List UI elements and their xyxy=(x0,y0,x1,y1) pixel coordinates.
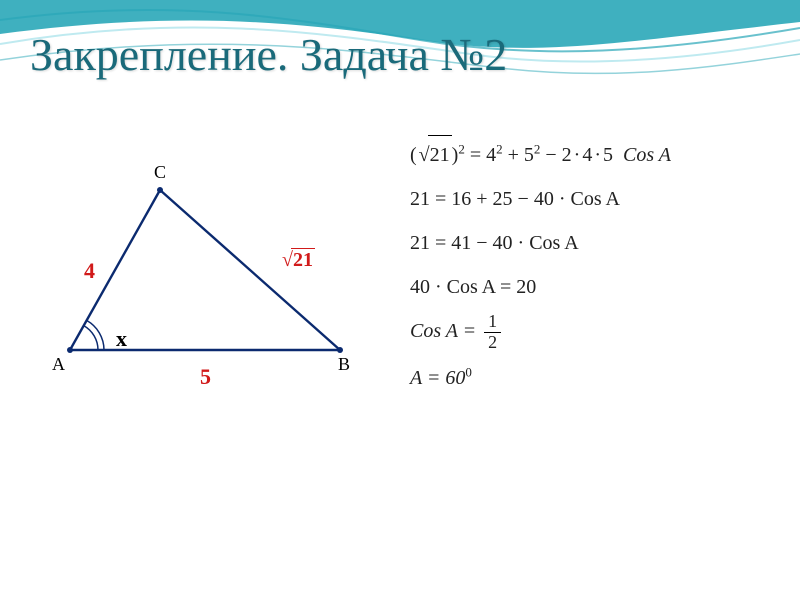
cos-a-eq: Cos A = xyxy=(410,320,476,342)
side-ac-label: 4 xyxy=(84,258,95,284)
cos-a-1: Cos A xyxy=(623,144,671,166)
twice: 2 xyxy=(562,144,572,166)
eq-line-2: 21 = 16 + 25 − 40 · Cos A xyxy=(410,180,671,218)
sqrt-body: 21 xyxy=(291,248,315,272)
side-bc-label: √21 xyxy=(280,248,315,272)
frac-num: 1 xyxy=(484,312,501,333)
exp-left: 2 xyxy=(458,141,465,156)
eq-line-5: Cos A = 1 2 xyxy=(410,312,671,353)
frac-den: 2 xyxy=(484,333,501,353)
sqrt-body-eq: 21 xyxy=(428,135,452,174)
vertex-b-label: B xyxy=(338,354,350,375)
m2: 5 xyxy=(603,144,613,166)
angle-x-label: x xyxy=(116,326,127,352)
vertex-c-label: C xyxy=(154,162,166,183)
deg-sup: 0 xyxy=(465,364,472,379)
m1: 4 xyxy=(582,144,592,166)
eq-line-1: (√21)2 = 42 + 52 − 2·4·5 Cos A xyxy=(410,135,671,174)
slide-title: Закрепление. Задача №2 xyxy=(30,28,507,81)
vertex-a-label: A xyxy=(52,354,65,375)
rhs-a: 4 xyxy=(486,144,496,166)
slide: Закрепление. Задача №2 A B C 4 5 √21 x (… xyxy=(0,0,800,600)
eq-line-6: A = 600 xyxy=(410,359,671,397)
fraction-half: 1 2 xyxy=(484,312,501,353)
triangle-diagram: A B C 4 5 √21 x xyxy=(40,150,380,410)
angle-result: A = 60 xyxy=(410,367,465,389)
exp-a: 2 xyxy=(496,141,503,156)
side-ab-label: 5 xyxy=(200,364,211,390)
eq-line-3: 21 = 41 − 40 · Cos A xyxy=(410,224,671,262)
eq-line-4: 40 · Cos A = 20 xyxy=(410,268,671,306)
exp-b: 2 xyxy=(534,141,541,156)
equations-block: (√21)2 = 42 + 52 − 2·4·5 Cos A 21 = 16 +… xyxy=(410,135,671,403)
rhs-b: 5 xyxy=(524,144,534,166)
